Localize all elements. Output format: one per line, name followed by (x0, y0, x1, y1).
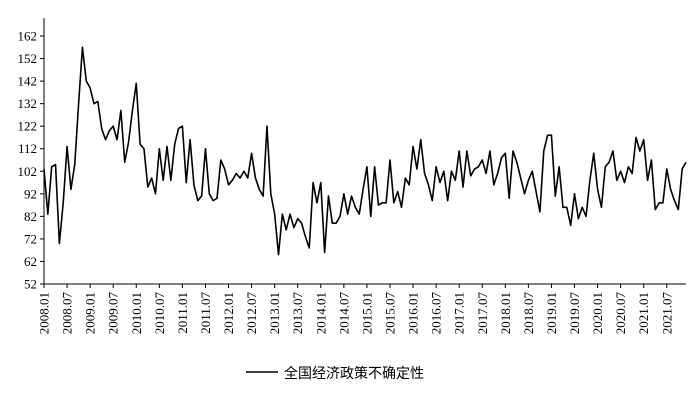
x-tick-label: 2016.01 (406, 292, 421, 334)
x-tick-label: 2010.07 (152, 292, 167, 335)
series-line-policy-uncertainty (43, 46, 687, 256)
x-tick-label: 2014.01 (313, 292, 328, 334)
x-tick-label: 2012.07 (244, 292, 259, 335)
x-tick-label: 2012.01 (221, 292, 236, 334)
x-tick-label: 2013.01 (267, 292, 282, 334)
x-tick-label: 2020.07 (613, 292, 628, 335)
x-tick-label: 2021.07 (659, 292, 674, 335)
legend: 全国经济政策不确定性 (246, 365, 424, 382)
x-tick-label: 2016.07 (429, 292, 444, 335)
x-tick-label: 2015.01 (359, 292, 374, 334)
y-tick-label: 162 (18, 29, 38, 44)
x-tick-label: 2013.07 (290, 292, 305, 335)
y-tick-label: 122 (18, 119, 38, 134)
x-tick-label: 2011.07 (198, 292, 213, 334)
x-tick-label: 2019.01 (544, 292, 559, 334)
y-tick-label: 92 (24, 186, 37, 201)
y-tick-label: 82 (24, 209, 37, 224)
y-tick-label: 142 (18, 74, 38, 89)
x-tick-label: 2018.01 (498, 292, 513, 334)
x-tick-label: 2017.07 (475, 291, 490, 334)
x-tick-label: 2015.07 (382, 292, 397, 335)
y-tick-label: 52 (24, 277, 37, 292)
x-tick-label: 2010.01 (129, 292, 144, 334)
x-tick-label: 2008.07 (60, 292, 75, 335)
x-tick-label: 2019.07 (567, 292, 582, 335)
y-tick-label: 72 (24, 231, 37, 246)
x-tick-label: 2009.01 (83, 292, 98, 334)
y-tick-label: 132 (18, 96, 38, 111)
y-tick-label: 152 (18, 51, 38, 66)
x-tick-label: 2020.01 (590, 292, 605, 334)
x-axis: 2008.01 2008.07 2009.01 2009.07 2010.01 2010.… (37, 283, 686, 335)
y-tick-label: 62 (24, 254, 37, 269)
legend-label: 全国经济政策不确定性 (284, 365, 424, 382)
plot-area (43, 46, 687, 256)
x-tick-label: 2014.07 (336, 292, 351, 335)
x-tick-label: 2008.01 (37, 292, 52, 334)
x-tick-label: 2021.01 (636, 292, 651, 334)
x-tick-label: 2011.01 (175, 292, 190, 334)
x-tick-label: 2018.07 (521, 292, 536, 335)
y-tick-label: 102 (18, 164, 38, 179)
x-tick-label: 2009.07 (106, 292, 121, 335)
y-axis: 52 62 72 82 92 102 112 122 132 142 152 162 (18, 18, 45, 292)
y-tick-label: 112 (18, 141, 37, 156)
x-tick-label: 2017.01 (452, 292, 467, 334)
